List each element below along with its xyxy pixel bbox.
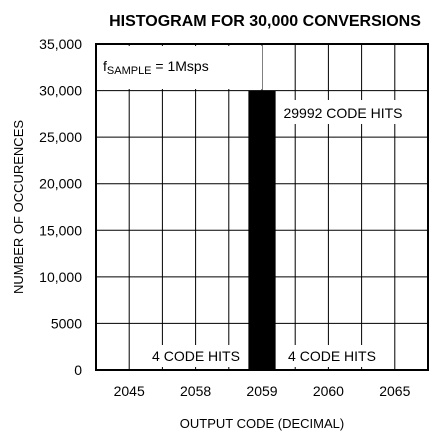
x-tick-label: 2060 xyxy=(313,383,344,399)
sample-rate-box xyxy=(96,46,262,89)
x-tick-label: 2045 xyxy=(114,383,145,399)
x-tick-label: 2065 xyxy=(379,383,410,399)
x-tick-labels: 2045 2058 2059 2060 2065 xyxy=(114,383,411,399)
plot-border xyxy=(95,43,429,371)
bar-2059 xyxy=(248,90,276,371)
x-axis-label: OUTPUT CODE (DECIMAL) xyxy=(180,416,344,431)
x-tick-label: 2058 xyxy=(180,383,211,399)
y-tick-label: 20,000 xyxy=(39,176,82,192)
y-axis-label: NUMBER OF OCCURENCES xyxy=(11,120,26,294)
sample-rate-f: f xyxy=(103,58,107,74)
y-tick-labels: 0 5000 10,000 15,000 20,000 25,000 30,000 35,00… xyxy=(39,36,82,378)
y-tick-label: 30,000 xyxy=(39,83,82,99)
y-tick-label: 0 xyxy=(74,362,82,378)
center-hits-box xyxy=(278,100,408,124)
right-hits-annotation: 4 CODE HITS xyxy=(288,348,376,364)
x-tick-label: 2059 xyxy=(246,383,277,399)
center-hits-annotation: 29992 CODE HITS xyxy=(283,105,402,121)
left-hits-annotation: 4 CODE HITS xyxy=(152,348,240,364)
chart-title: HISTOGRAM FOR 30,000 CONVERSIONS xyxy=(109,13,421,30)
y-tick-label: 15,000 xyxy=(39,222,82,238)
sample-rate-annotation: fSAMPLE = 1Msps xyxy=(103,58,209,77)
sample-rate-subscript: SAMPLE xyxy=(107,65,152,77)
right-hits-box xyxy=(284,345,380,367)
bars xyxy=(181,90,343,371)
sample-rate-value: = 1Msps xyxy=(152,58,209,74)
y-tick-label: 5000 xyxy=(51,315,82,331)
y-tick-label: 35,000 xyxy=(39,36,82,52)
y-tick-label: 10,000 xyxy=(39,269,82,285)
y-tick-label: 25,000 xyxy=(39,129,82,145)
left-hits-box xyxy=(148,345,242,367)
